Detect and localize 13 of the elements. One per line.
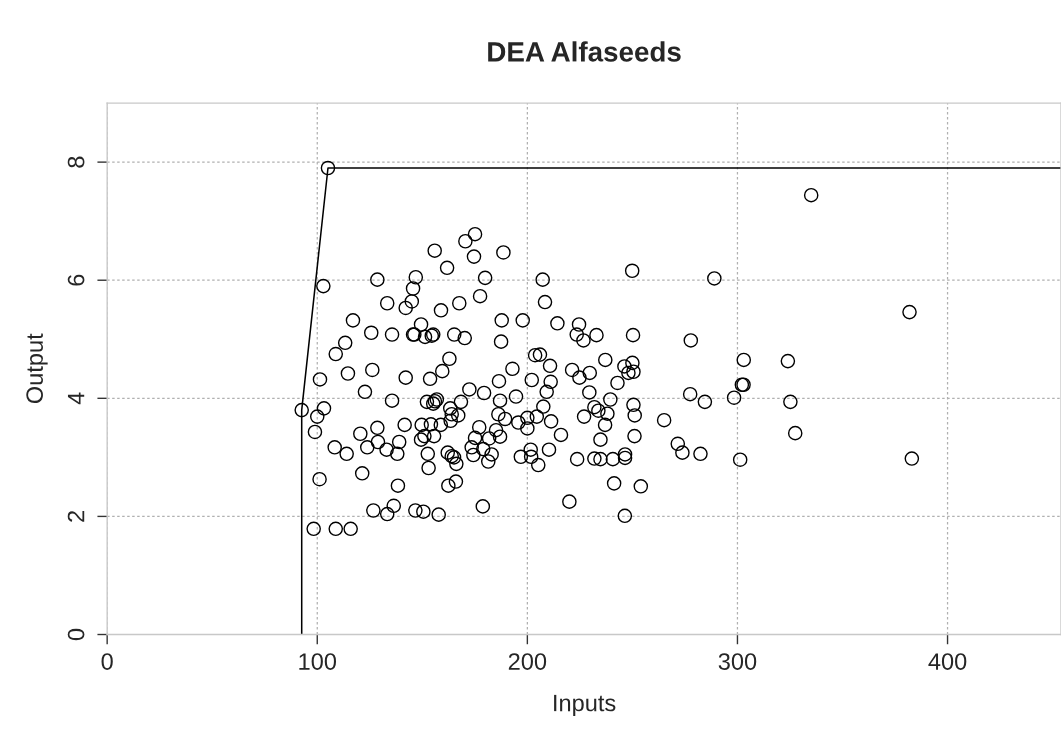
x-tick-label: 0 <box>101 653 113 670</box>
chart-title: DEA Alfaseeds <box>488 41 681 62</box>
y-tick-label: 2 <box>67 511 85 522</box>
x-tick-label: 100 <box>299 653 337 670</box>
x-tick-label: 200 <box>508 653 547 670</box>
x-tick-label: 400 <box>928 653 967 670</box>
y-tick-label: 8 <box>67 156 85 168</box>
y-tick-label: 6 <box>67 274 85 286</box>
y-axis-title: Output <box>26 333 48 404</box>
y-tick-label: 4 <box>67 392 85 405</box>
x-axis-title: Inputs <box>554 694 616 717</box>
y-tick-label: 0 <box>67 628 85 641</box>
x-tick-label: 300 <box>718 653 757 670</box>
